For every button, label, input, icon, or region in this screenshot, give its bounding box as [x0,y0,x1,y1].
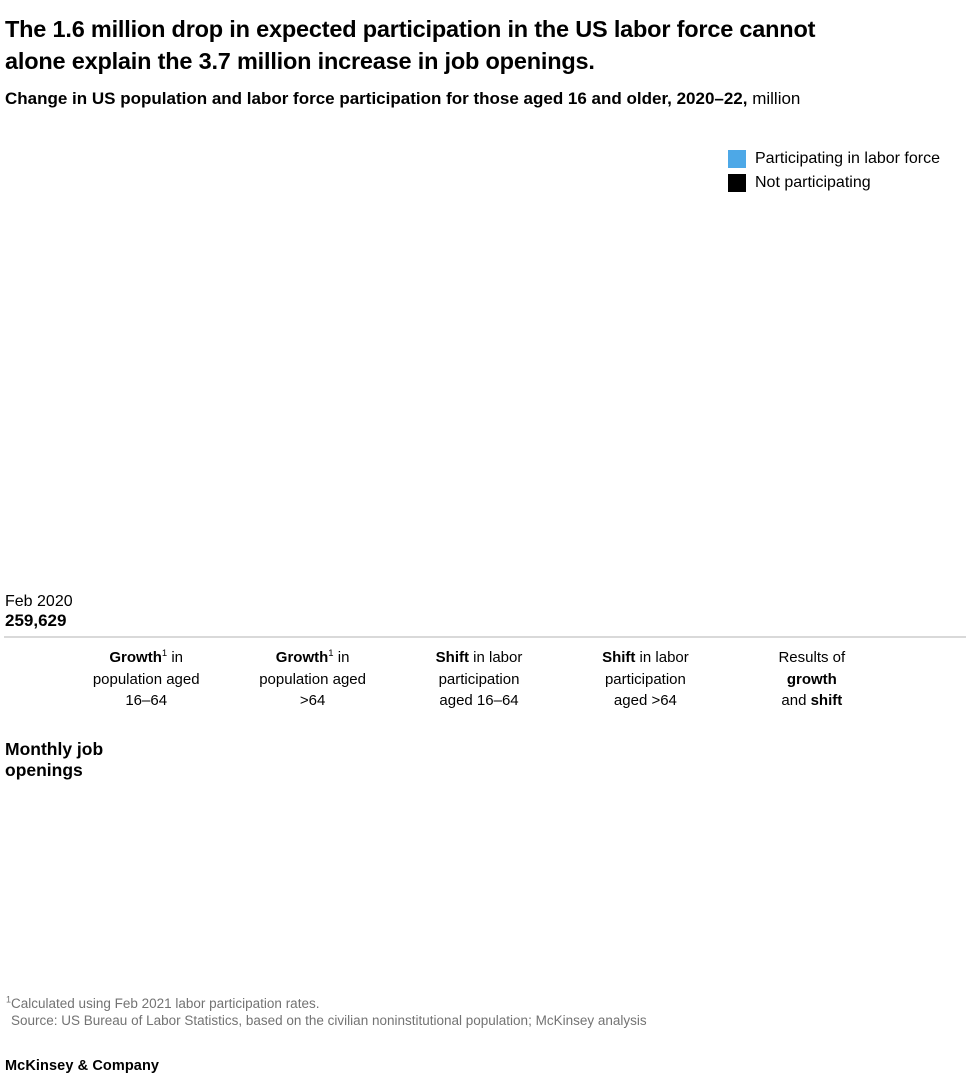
column-header-shift-over-64: Shift in labor participation aged >64 [562,647,728,712]
column-header-shift-16-64: Shift in labor participation aged 16–64 [396,647,562,712]
legend-label-participating: Participating in labor force [755,150,940,167]
footnote-1: 1Calculated using Feb 2021 labor partici… [6,994,320,1011]
exhibit-title: The 1.6 million drop in expected partici… [5,13,955,77]
column-header-results: Results of growth and shift [729,647,895,712]
footnotes: 1Calculated using Feb 2021 labor partici… [6,994,647,1029]
legend-label-not-participating: Not participating [755,174,871,191]
column-line: participation [438,670,520,688]
chart-subtitle-bold: Change in US population and labor force … [5,89,748,108]
chart-plot-area [5,210,966,585]
column-line: Shift in labor [435,649,523,666]
chart-legend: Participating in labor force Not partici… [728,148,940,196]
column-line: population aged [259,670,366,688]
column-header-growth-16-64: Growth1 in population aged 16–64 [63,647,229,712]
column-line: aged 16–64 [439,692,519,709]
column-header-growth-over-64: Growth1 in population aged >64 [229,647,395,712]
baseline-value: 259,629 [5,611,67,630]
column-line: Growth1 in [109,648,184,666]
column-line: participation [604,670,686,688]
legend-swatch-black-icon [728,173,746,192]
column-line: Results of [778,649,846,666]
row-label-line-2: openings [5,760,83,780]
divider-line [4,636,966,638]
title-line-2: alone explain the 3.7 million increase i… [5,47,595,74]
legend-swatch-blue-icon [728,149,746,168]
row-label-line-1: Monthly job [5,739,104,759]
source-line: Source: US Bureau of Labor Statistics, b… [11,1012,647,1028]
column-line: >64 [299,692,326,709]
column-line: Growth1 in [275,648,350,666]
column-line: and shift [781,692,843,709]
legend-item-not-participating: Not participating [728,172,940,193]
title-line-1: The 1.6 million drop in expected partici… [5,15,816,42]
column-line: Shift in labor [602,649,689,666]
chart-subtitle: Change in US population and labor force … [5,88,955,110]
column-line: aged >64 [613,692,677,709]
legend-item-participating: Participating in labor force [728,148,940,169]
baseline-label: Feb 2020 259,629 [5,592,73,630]
column-line: growth [786,670,837,688]
baseline-period: Feb 2020 [5,593,73,610]
chart-subtitle-unit: million [747,89,801,108]
column-line: population aged [92,670,200,688]
monthly-job-openings-label: Monthly job openings [5,739,103,781]
column-headers: Growth1 in population aged 16–64 Growth1… [63,647,895,712]
mckinsey-wordmark: McKinsey & Company [5,1058,160,1074]
column-line: 16–64 [125,692,168,709]
